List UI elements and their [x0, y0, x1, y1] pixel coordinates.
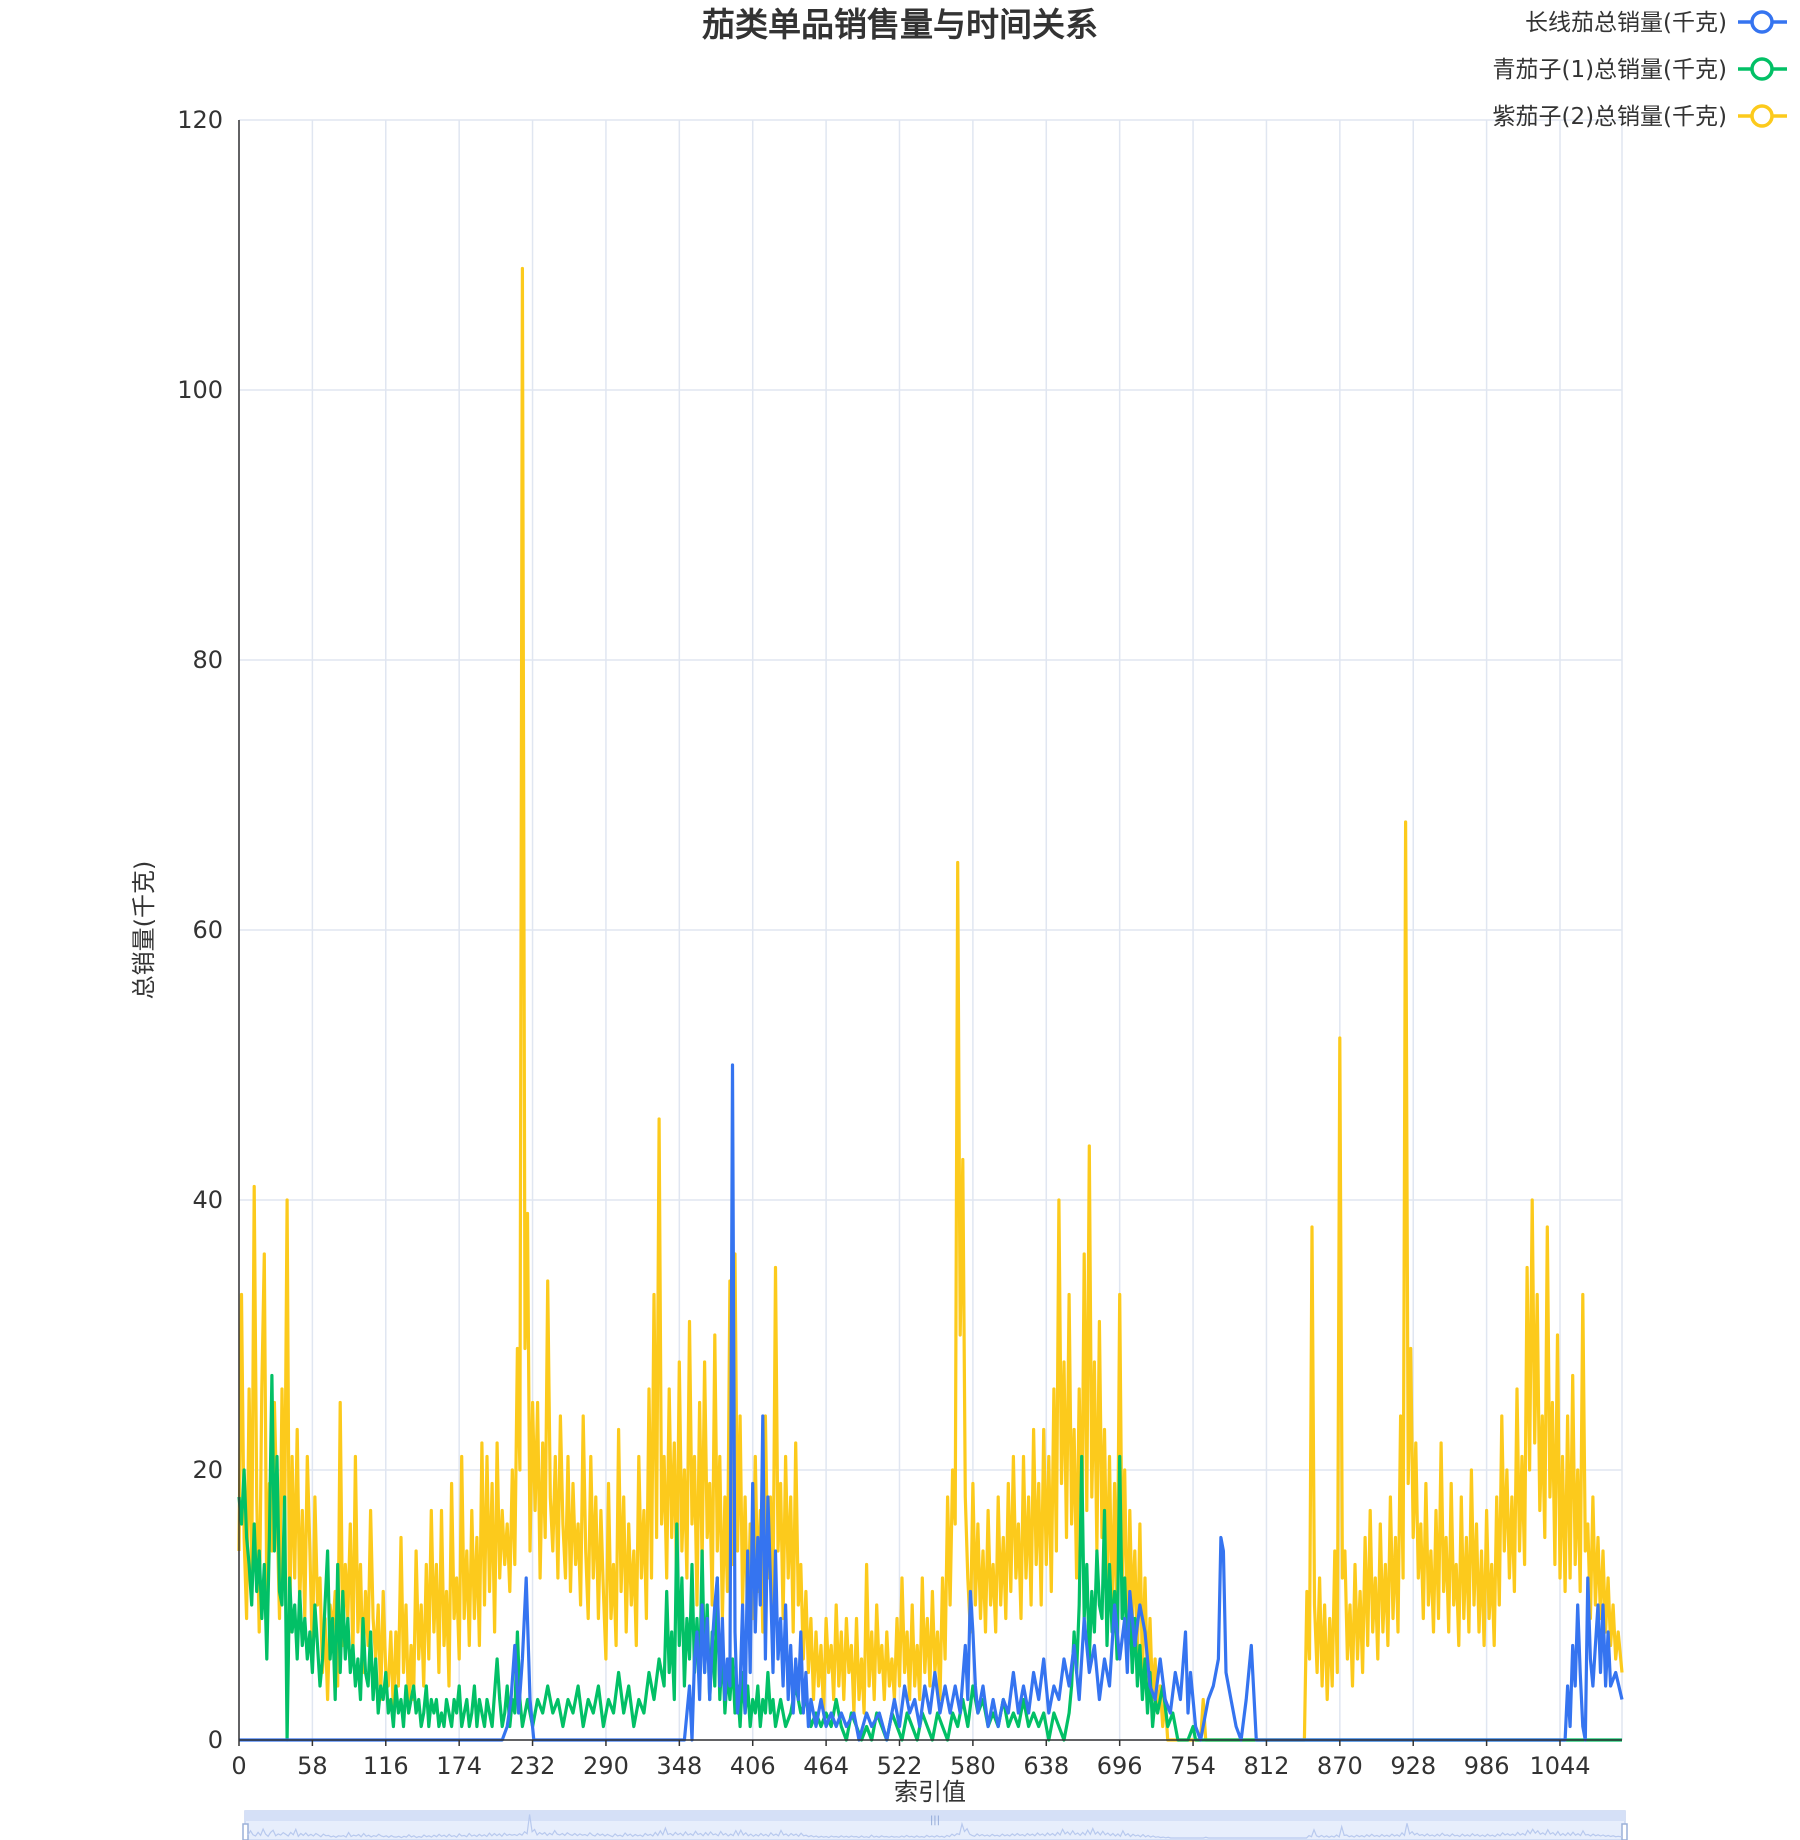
x-tick-label: 1044	[1529, 1752, 1590, 1780]
zoom-top-bar[interactable]	[245, 1811, 1625, 1821]
y-tick-label: 20	[192, 1456, 223, 1484]
legend-label: 长线茄总销量(千克)	[1525, 10, 1727, 36]
legend-item[interactable]: 紫茄子(2)总销量(千克)	[1492, 104, 1787, 130]
chart-title: 茄类单品销售量与时间关系	[702, 5, 1098, 44]
zoom-handle-left[interactable]	[242, 1823, 249, 1840]
y-tick-label: 60	[192, 916, 223, 944]
x-tick-label: 812	[1244, 1752, 1290, 1780]
y-tick-label: 100	[177, 376, 223, 404]
series-lines	[237, 266, 1624, 1742]
x-tick-label: 522	[877, 1752, 923, 1780]
tick-labels: 0 20 40 60 80 100 120 0 58 116 174 232 290 348 406 464 5…	[177, 106, 1590, 1780]
series-line	[237, 1373, 1622, 1742]
x-tick-label: 870	[1317, 1752, 1363, 1780]
y-tick-label: 40	[192, 1186, 223, 1214]
data-zoom-slider[interactable]: |||	[242, 1810, 1628, 1840]
zoom-grip-icon[interactable]: |||	[930, 1815, 940, 1826]
x-tick-label: 58	[297, 1752, 328, 1780]
legend-item[interactable]: 青茄子(1)总销量(千克)	[1492, 57, 1787, 83]
x-axis-label: 索引值	[894, 1778, 966, 1806]
x-tick-label: 638	[1023, 1752, 1069, 1780]
x-tick-label: 928	[1390, 1752, 1436, 1780]
legend-marker-icon	[1750, 10, 1774, 34]
x-tick-label: 174	[436, 1752, 482, 1780]
legend-item[interactable]: 长线茄总销量(千克)	[1525, 10, 1787, 36]
x-tick-label: 0	[231, 1752, 246, 1780]
y-tick-label: 80	[192, 646, 223, 674]
x-tick-label: 986	[1464, 1752, 1510, 1780]
series-line	[239, 1063, 1624, 1742]
legend-marker-icon	[1750, 57, 1774, 81]
x-tick-label: 464	[803, 1752, 849, 1780]
zoom-handle-right[interactable]	[1621, 1823, 1628, 1840]
y-tick-label: 0	[208, 1726, 223, 1754]
axes	[238, 120, 1622, 1746]
legend-label: 青茄子(1)总销量(千克)	[1492, 57, 1727, 83]
x-tick-label: 232	[510, 1752, 556, 1780]
legend[interactable]: 长线茄总销量(千克) 青茄子(1)总销量(千克) 紫茄子(2)总销量(千克)	[1492, 10, 1787, 130]
x-tick-label: 580	[950, 1752, 996, 1780]
y-axis-label: 总销量(千克)	[130, 861, 158, 1000]
legend-marker-icon	[1750, 104, 1774, 128]
zoom-preview-line	[247, 1814, 1623, 1839]
x-tick-label: 754	[1170, 1752, 1216, 1780]
x-tick-label: 290	[583, 1752, 629, 1780]
x-tick-label: 116	[363, 1752, 409, 1780]
series-line	[237, 266, 1624, 1742]
x-tick-label: 348	[656, 1752, 702, 1780]
x-tick-label: 406	[730, 1752, 776, 1780]
x-tick-label: 696	[1097, 1752, 1143, 1780]
legend-label: 紫茄子(2)总销量(千克)	[1492, 104, 1727, 130]
y-tick-label: 120	[177, 106, 223, 134]
